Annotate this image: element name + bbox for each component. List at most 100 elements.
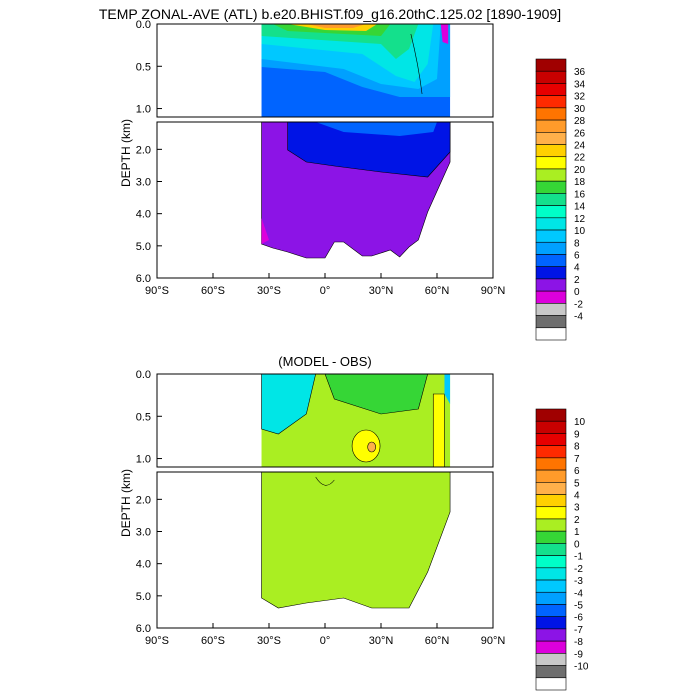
field-diff-lower [261,471,451,609]
colorbar-label: 6 [574,466,580,477]
colorbar-swatch [535,457,567,471]
field-diff-north-cool [444,374,451,404]
colorbar-swatch [535,518,567,532]
panel-title: (MODEL - OBS) [278,354,371,369]
colorbar-swatch [535,254,567,267]
colorbar-swatch [535,579,567,593]
panel-1: 0.0 0.5 1.0 2.0 3.0 4.0 5.0 6.090°S 60°S 30°S 0° 30… [119,19,586,341]
colorbar-swatch [535,315,567,329]
colorbar-label: 30 [574,104,586,115]
colorbar-swatch [535,95,567,109]
x-tick-label: 90°N [481,285,506,297]
upper-frame [156,23,494,118]
field-group [261,374,451,609]
field-diff-neutral [324,374,429,415]
colorbar-swatch [535,193,567,206]
colorbar-label: -3 [574,576,583,587]
colorbar-swatch [535,555,567,569]
colorbar-label: 18 [574,177,586,188]
y-tick-label: 1.0 [136,454,151,466]
field-diff-warmer [367,441,376,453]
x-tick-label: 60°N [425,285,450,297]
colorbar-swatch [535,132,567,145]
x-tick-label: 30°S [257,285,281,297]
y-tick-label: 6.0 [136,273,151,285]
colorbar-swatch [535,83,567,96]
colorbar-label: 0 [574,539,580,550]
x-tick-label: 90°S [145,285,169,297]
colorbar-label: -10 [574,662,589,673]
y-axis-label: DEPTH (km) [119,469,133,537]
colorbar-label: 2 [574,515,580,526]
y-tick-label: 0.5 [136,411,151,423]
colorbar-swatch [535,241,567,255]
colorbar-swatch [535,591,567,605]
colorbar-label: 2 [574,275,580,286]
y-tick-label: 5.0 [136,591,151,603]
colorbar-swatch [535,119,567,133]
colorbar-label: 34 [574,79,586,90]
colorbar-swatch [535,156,567,170]
y-tick-label: 0.5 [136,61,151,73]
colorbar-label: 0 [574,287,580,298]
x-tick-label: 30°S [257,635,281,647]
y-tick-label: 0.0 [136,19,151,31]
colorbar-label: 14 [574,202,586,213]
colorbar-label: 10 [574,417,586,428]
y-tick-label: 5.0 [136,241,151,253]
contour-line [410,33,423,95]
colorbar-swatch [535,168,567,182]
colorbar-swatch [535,616,567,630]
colorbar-swatch [535,445,567,459]
colorbar-label: 5 [574,478,580,489]
colorbar-swatch [535,677,567,691]
colorbar-label: 16 [574,189,586,200]
colorbar-label: 8 [574,442,580,453]
colorbar-swatch [535,433,567,446]
field-6-8 [315,122,437,136]
colorbar-swatch [535,278,567,292]
colorbar-swatch [535,217,567,231]
y-tick-label: 3.0 [136,177,151,189]
colorbar-swatch [535,653,567,666]
upper-frame [156,373,494,468]
x-tick-label: 60°S [201,635,225,647]
y-tick-label: 2.0 [136,494,151,506]
field-diff-north-warm [432,393,445,468]
colorbar-label: 1 [574,527,580,538]
colorbar-label: -9 [574,649,583,660]
colorbar-label: -4 [574,312,583,323]
colorbar-swatch [535,70,567,84]
colorbar-swatch [535,107,567,121]
colorbar-swatch [535,506,567,520]
colorbar-label: 6 [574,250,580,261]
y-tick-label: 6.0 [136,623,151,635]
y-axis-label: DEPTH (km) [119,119,133,187]
colorbar-swatch [535,144,567,158]
colorbar-swatch [535,266,567,280]
colorbar-label: 28 [574,116,586,127]
colorbar-label: 10 [574,226,586,237]
y-tick-label: 0.0 [136,369,151,381]
colorbar-swatch [535,640,567,654]
colorbar-swatch [535,290,567,304]
colorbar-swatch [535,628,567,642]
colorbar-label: -7 [574,625,583,636]
colorbar-label: 24 [574,141,586,152]
field-diff-warm [351,429,381,463]
colorbar-label: 26 [574,128,586,139]
colorbar-swatch [535,180,567,194]
colorbar-label: 4 [574,263,580,274]
x-tick-label: 0° [320,635,331,647]
field-diff-cool [261,374,317,435]
colorbar-swatch [535,665,567,679]
colorbar-swatch [535,408,567,422]
colorbar-swatch [535,494,567,508]
colorbar-swatch [535,229,567,243]
colorbar-label: 3 [574,503,580,514]
x-tick-label: 30°N [369,285,394,297]
colorbar-swatch [535,567,567,581]
panel-2: (MODEL - OBS)0.00.51.02.03.04.05.06.090°… [119,354,589,691]
contour-line [315,476,335,486]
